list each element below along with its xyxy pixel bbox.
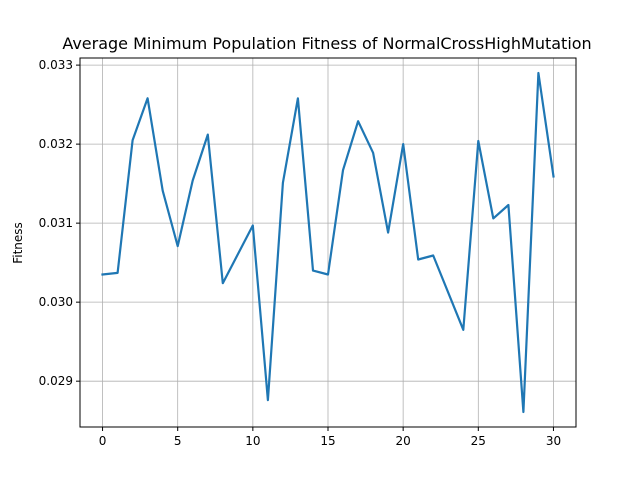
series-line [101, 71, 555, 414]
series-layer [101, 71, 555, 414]
grid-lines [80, 58, 576, 427]
y-tick-label: 0.031 [39, 216, 73, 230]
y-axis-label: Fitness [11, 222, 25, 264]
y-tick-label: 0.029 [39, 374, 73, 388]
x-tick-label: 0 [99, 434, 107, 448]
x-tick-label: 30 [546, 434, 561, 448]
y-axis: 0.029 0.030 0.031 0.032 0.033 [39, 58, 80, 388]
y-tick-label: 0.033 [39, 58, 73, 72]
x-axis: 0 5 10 15 20 25 30 [99, 427, 561, 448]
y-tick-label: 0.032 [39, 137, 73, 151]
x-tick-label: 15 [320, 434, 335, 448]
y-tick-label: 0.030 [39, 295, 73, 309]
x-tick-label: 20 [396, 434, 411, 448]
x-tick-label: 5 [174, 434, 182, 448]
x-tick-label: 10 [245, 434, 260, 448]
chart-title: Average Minimum Population Fitness of No… [62, 34, 591, 53]
x-tick-label: 25 [471, 434, 486, 448]
